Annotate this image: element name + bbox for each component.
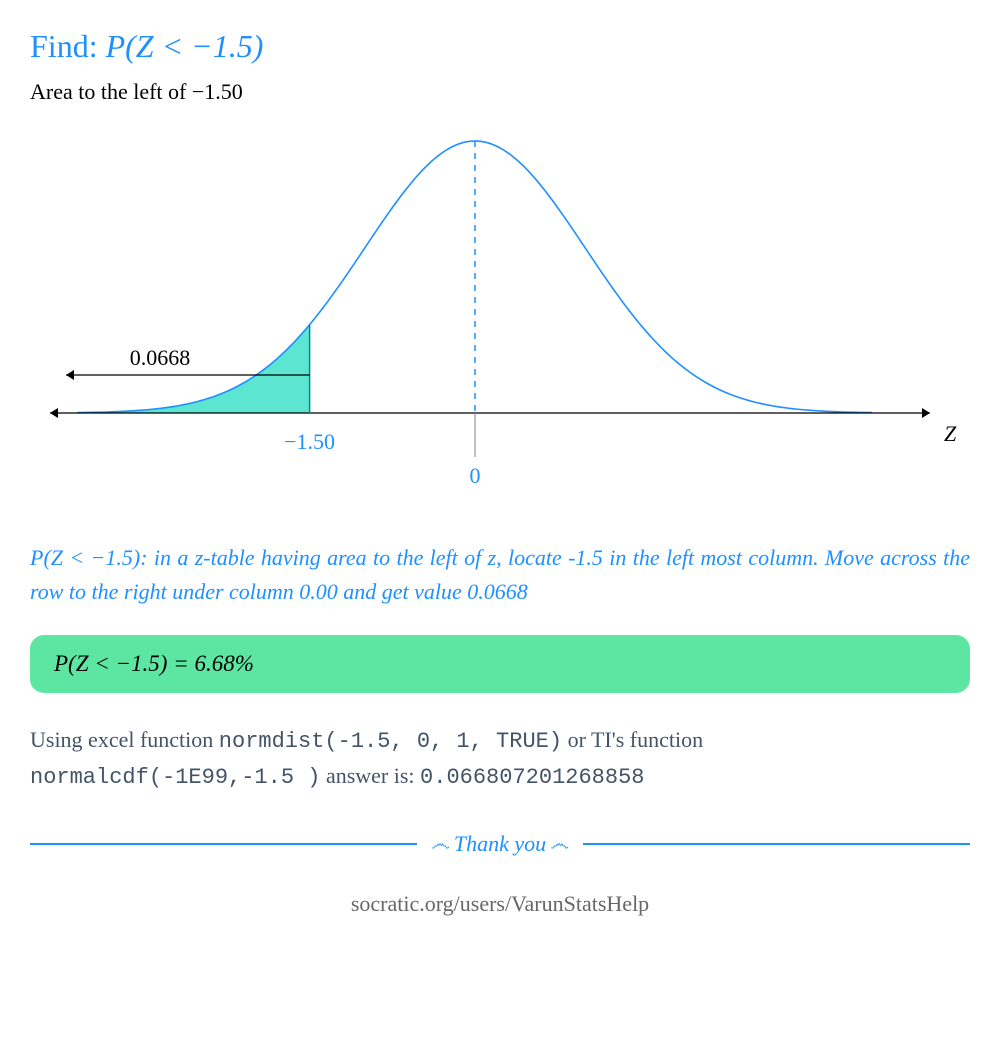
- footer-url: socratic.org/users/VarunStatsHelp: [30, 891, 970, 917]
- ti-function: normalcdf(-1E99,-1.5 ): [30, 765, 320, 790]
- excel-note: Using excel function normdist(-1.5, 0, 1…: [30, 723, 970, 795]
- title-formula: P(Z < −1.5): [106, 28, 264, 64]
- thanks-text: ෴ Thank you ෴: [431, 831, 569, 857]
- title-label: Find:: [30, 28, 106, 64]
- answer-label: answer is:: [320, 763, 420, 788]
- page-title: Find: P(Z < −1.5): [30, 28, 970, 65]
- swirl-left-icon: ෴: [431, 833, 450, 856]
- divider-line-right: [583, 843, 970, 845]
- subtitle: Area to the left of −1.50: [30, 79, 970, 105]
- excel-mid: or TI's function: [562, 727, 703, 752]
- swirl-right-icon: ෴: [550, 833, 569, 856]
- result-box: P(Z < −1.5) = 6.68%: [30, 635, 970, 693]
- excel-function: normdist(-1.5, 0, 1, TRUE): [219, 729, 562, 754]
- excel-prefix: Using excel function: [30, 727, 219, 752]
- svg-text:Z: Z: [944, 421, 957, 446]
- divider-line-left: [30, 843, 417, 845]
- thanks-label: Thank you: [454, 831, 546, 857]
- normal-distribution-chart: 0 −1.50 0.0668 Z: [30, 113, 970, 513]
- svg-text:−1.50: −1.50: [284, 429, 335, 454]
- svg-text:0.0668: 0.0668: [130, 345, 191, 370]
- thanks-divider: ෴ Thank you ෴: [30, 831, 970, 857]
- explanation-text: P(Z < −1.5): in a z-table having area to…: [30, 541, 970, 609]
- svg-text:0: 0: [470, 463, 481, 488]
- answer-value: 0.066807201268858: [420, 765, 644, 790]
- result-text: P(Z < −1.5) = 6.68%: [54, 651, 254, 676]
